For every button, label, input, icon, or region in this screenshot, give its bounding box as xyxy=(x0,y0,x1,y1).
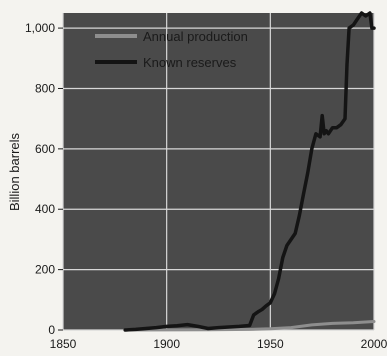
series-line-known-reserves xyxy=(123,11,376,332)
x-tick-label: 1850 xyxy=(50,337,77,351)
plot-background xyxy=(63,13,374,330)
y-axis: 0 200 400 600 800 1,000 xyxy=(25,21,63,337)
legend-label-production: Annual production xyxy=(143,29,248,44)
y-tick-label: 600 xyxy=(35,142,55,156)
y-axis-title: Billion barrels xyxy=(7,132,22,211)
series-group xyxy=(123,11,376,332)
series-line-annual-production xyxy=(123,320,376,332)
x-tick-label: 1900 xyxy=(153,337,180,351)
grid-lines xyxy=(62,13,375,331)
y-tick-label: 200 xyxy=(35,263,55,277)
legend: Annual production Known reserves xyxy=(95,29,248,70)
x-tick-label: 1950 xyxy=(257,337,284,351)
x-axis: 1850 1900 1950 2000 xyxy=(50,337,387,351)
y-tick-label: 0 xyxy=(48,323,55,337)
x-tick-label: 2000 xyxy=(361,337,387,351)
y-tick-label: 400 xyxy=(35,202,55,216)
y-tick-label: 800 xyxy=(35,81,55,95)
legend-label-reserves: Known reserves xyxy=(143,55,237,70)
y-tick-label: 1,000 xyxy=(25,21,55,35)
